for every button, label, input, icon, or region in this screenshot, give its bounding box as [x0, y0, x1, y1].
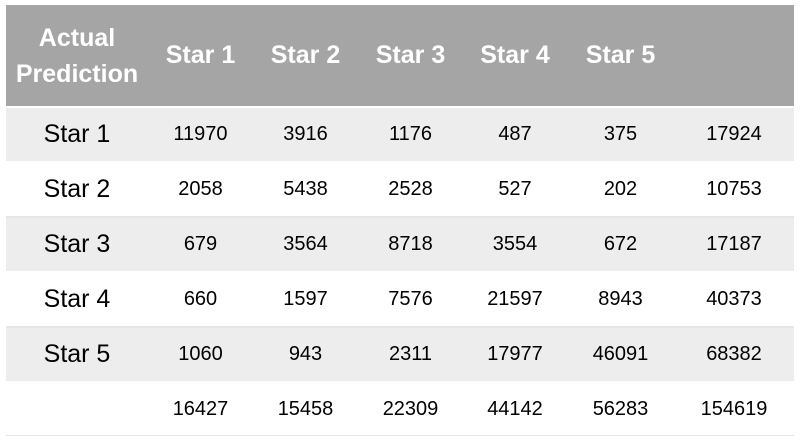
row-label-star-5: Star 5 — [6, 327, 148, 383]
table-cell: 672 — [567, 217, 674, 273]
table-row: Star 4 660 1597 7576 21597 8943 40373 — [6, 272, 794, 328]
table-cell: 943 — [253, 327, 358, 383]
totals-row-label — [6, 382, 148, 436]
column-total-cell: 22309 — [358, 382, 463, 436]
table-cell: 202 — [567, 162, 674, 218]
row-label-star-2: Star 2 — [6, 162, 148, 218]
confusion-matrix-table-container: Actual Prediction Star 1 Star 2 Star 3 S… — [6, 5, 794, 436]
confusion-matrix-table: Actual Prediction Star 1 Star 2 Star 3 S… — [6, 5, 794, 436]
table-cell: 487 — [463, 107, 567, 163]
table-cell: 7576 — [358, 272, 463, 328]
totals-row: 16427 15458 22309 44142 56283 154619 — [6, 382, 794, 436]
row-label-star-4: Star 4 — [6, 272, 148, 328]
row-total-cell: 10753 — [674, 162, 794, 218]
table-cell: 11970 — [148, 107, 253, 163]
table-cell: 1060 — [148, 327, 253, 383]
column-total-cell: 15458 — [253, 382, 358, 436]
column-total-cell: 44142 — [463, 382, 567, 436]
table-cell: 8943 — [567, 272, 674, 328]
table-cell: 5438 — [253, 162, 358, 218]
column-total-cell: 16427 — [148, 382, 253, 436]
column-header-star-1: Star 1 — [148, 5, 253, 108]
table-cell: 8718 — [358, 217, 463, 273]
column-header-star-3: Star 3 — [358, 5, 463, 108]
table-cell: 17977 — [463, 327, 567, 383]
row-total-cell: 40373 — [674, 272, 794, 328]
row-total-cell: 17924 — [674, 107, 794, 163]
row-total-cell: 68382 — [674, 327, 794, 383]
table-row: Star 5 1060 943 2311 17977 46091 68382 — [6, 327, 794, 383]
corner-label-prediction: Prediction — [15, 59, 139, 88]
row-label-star-1: Star 1 — [6, 107, 148, 163]
table-cell: 3554 — [463, 217, 567, 273]
row-label-star-3: Star 3 — [6, 217, 148, 273]
table-cell: 3564 — [253, 217, 358, 273]
table-cell: 46091 — [567, 327, 674, 383]
table-body: Star 1 11970 3916 1176 487 375 17924 Sta… — [6, 107, 794, 436]
table-cell: 2311 — [358, 327, 463, 383]
corner-header-cell: Actual Prediction — [6, 5, 148, 108]
grand-total-cell: 154619 — [674, 382, 794, 436]
table-cell: 3916 — [253, 107, 358, 163]
corner-label-actual: Actual — [38, 23, 116, 52]
table-cell: 527 — [463, 162, 567, 218]
table-cell: 679 — [148, 217, 253, 273]
table-header: Actual Prediction Star 1 Star 2 Star 3 S… — [6, 5, 794, 108]
table-row: Star 1 11970 3916 1176 487 375 17924 — [6, 107, 794, 163]
table-row: Star 2 2058 5438 2528 527 202 10753 — [6, 162, 794, 218]
table-cell: 2058 — [148, 162, 253, 218]
column-header-star-2: Star 2 — [253, 5, 358, 108]
table-cell: 660 — [148, 272, 253, 328]
table-cell: 375 — [567, 107, 674, 163]
header-row: Actual Prediction Star 1 Star 2 Star 3 S… — [6, 5, 794, 108]
table-cell: 1597 — [253, 272, 358, 328]
row-total-cell: 17187 — [674, 217, 794, 273]
column-header-star-4: Star 4 — [463, 5, 567, 108]
table-cell: 1176 — [358, 107, 463, 163]
table-row: Star 3 679 3564 8718 3554 672 17187 — [6, 217, 794, 273]
column-total-cell: 56283 — [567, 382, 674, 436]
column-header-total — [674, 5, 794, 108]
table-cell: 21597 — [463, 272, 567, 328]
table-cell: 2528 — [358, 162, 463, 218]
column-header-star-5: Star 5 — [567, 5, 674, 108]
